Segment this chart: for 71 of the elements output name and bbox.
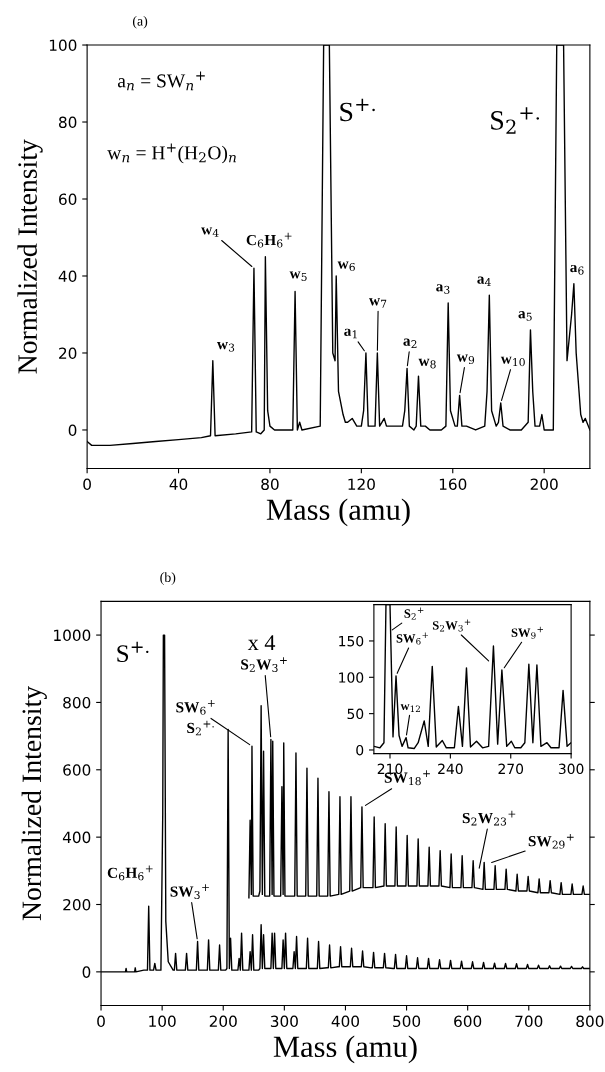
x-tick-label: 200 [530, 478, 558, 491]
x-tick-label: 160 [439, 478, 467, 491]
y-tick-label: 80 [58, 116, 77, 129]
annotation: a$_{4}$ [477, 276, 491, 287]
y-tick-label: 100 [49, 39, 77, 52]
annotation: a$_{3}$ [436, 284, 450, 294]
x-tick-label: 700 [515, 1015, 543, 1028]
annotation: SW$_{3}$$^{+}$ [170, 884, 209, 900]
y-axis-title: Normalized Intensity [21, 685, 47, 921]
annotation: SW$_{29}$$^{+}$ [528, 833, 574, 849]
annotation: a$_{n}$ = SW$_{n}$$^{+}$ [117, 71, 205, 91]
x-tick-label: 100 [149, 1015, 176, 1028]
y-tick-label: 400 [62, 831, 91, 844]
y-tick-label: 150 [339, 635, 364, 647]
annotation: S$_{2}$$^{+}$ [404, 607, 424, 620]
x-tick-label: 0 [97, 1015, 105, 1028]
annotation: S$^{+.}$ [340, 98, 375, 122]
y-axis-title: Normalized Intensity [17, 139, 43, 374]
annotation: S$_{2}$W$_{3}$$^{+}$ [432, 619, 471, 632]
x-tick-label: 300 [270, 1015, 298, 1028]
x-tick-label: 200 [209, 1015, 237, 1028]
annotation: w$_{n}$ = H$^{+}$(H$_{2}$O)$_{n}$ [107, 143, 236, 164]
annotation: w$_{3}$ [217, 342, 235, 352]
y-tick-label: 200 [63, 898, 91, 911]
x-tick-label: 80 [261, 478, 279, 491]
annotation: a$_{6}$ [570, 264, 584, 275]
x-tick-label: 120 [348, 478, 375, 491]
annotation: a$_{5}$ [518, 311, 532, 321]
annotation: SW$_{6}$$^{+}$ [396, 632, 428, 645]
x-tick-label: 600 [454, 1015, 482, 1028]
annotation: w$_{5}$ [289, 271, 307, 281]
y-tick-label: 50 [347, 708, 364, 720]
annotation: w$_{8}$ [418, 358, 436, 369]
chart-title: (b) [160, 572, 176, 585]
y-tick-label: 0 [356, 744, 364, 756]
annotation: S$_{2}$W$_{23}$$^{+}$ [462, 810, 516, 826]
annotation: S$^{+.}$ [117, 641, 149, 663]
y-tick-label: 0 [82, 966, 91, 978]
x-tick-label: 800 [576, 1015, 604, 1028]
y-tick-label: 0 [68, 424, 77, 436]
x-tick-label: 300 [558, 763, 584, 775]
annotation: w$_{12}$ [400, 704, 420, 712]
y-tick-label: 1000 [54, 629, 91, 642]
annotation: C$_{6}$H$_{6}$$^{+}$ [107, 865, 153, 881]
x-axis-title: Mass (amu) [273, 1035, 417, 1064]
y-tick-label: 100 [339, 672, 364, 683]
annotation: C$_{6}$H$_{6}$$^{+}$ [246, 232, 292, 248]
annotation: SW$_{9}$$^{+}$ [511, 626, 543, 639]
x-tick-label: 210 [377, 763, 403, 775]
annotation: a$_{1}$ [344, 328, 357, 339]
y-tick-label: 800 [63, 696, 91, 709]
annotation: w$_{4}$ [201, 227, 219, 237]
x-tick-label: 40 [169, 478, 188, 491]
x-axis-title: Mass (amu) [266, 498, 410, 527]
y-tick-label: 60 [59, 193, 77, 206]
x-tick-label: 240 [438, 763, 463, 775]
annotation: w$_{9}$ [456, 354, 475, 365]
annotation: w$_{10}$ [500, 356, 525, 367]
annotation: S$_{2}$W$_{3}$$^{+}$ [241, 657, 287, 672]
annotation: w$_{7}$ [369, 298, 387, 308]
annotation: S$_{2}$$^{+.}$ [491, 107, 540, 134]
annotation: S$_{2}$$^{+.}$ [187, 720, 214, 736]
chart-title: (a) [132, 15, 148, 29]
y-tick-label: 20 [59, 347, 77, 359]
annotation: a$_{2}$ [403, 338, 417, 349]
y-tick-label: 40 [58, 270, 77, 283]
x-tick-label: 500 [393, 1015, 421, 1028]
annotation: SW$_{6}$$^{+}$ [176, 700, 215, 715]
annotation: x 4 [247, 635, 276, 650]
x-tick-label: 270 [498, 763, 524, 775]
annotation: w$_{6}$ [337, 261, 355, 272]
